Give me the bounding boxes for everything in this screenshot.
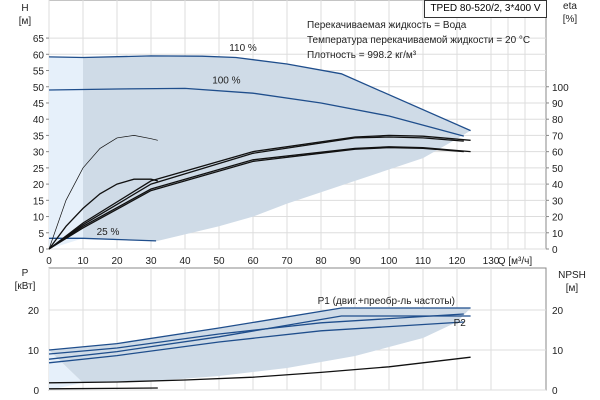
curve-P2-110-: [48, 315, 471, 360]
label-p1: P1 (двиг.+преобр-ль частоты): [318, 295, 455, 307]
x-tick-label: 30: [145, 256, 157, 267]
label-100: 100 %: [212, 76, 240, 87]
p-tick-label: 0: [33, 386, 39, 397]
x-tick-label: 80: [315, 256, 327, 267]
x-tick-label: 130: [483, 256, 500, 267]
curve-eta-100-a: [48, 136, 464, 250]
curve-110-: [48, 55, 471, 132]
p-tick-label: 10: [28, 346, 40, 357]
curve-P-25-: [48, 387, 158, 390]
h-tick-label: 50: [33, 83, 45, 94]
eta-tick-label: 20: [552, 213, 564, 224]
eta-tick-label: 100: [552, 83, 569, 94]
pump-title-box: TPED 80-520/2, 3*400 V: [424, 0, 547, 18]
h-tick-label: 40: [33, 115, 45, 126]
x-tick-label: 60: [247, 256, 259, 267]
x-tick-label: 0: [46, 256, 52, 267]
eta-axis-label: eta: [563, 1, 577, 12]
curve-P1-: [48, 307, 471, 351]
label-25: 25 %: [97, 227, 120, 238]
p-axis-label: P: [22, 268, 29, 279]
curve-NPSH: [48, 356, 471, 384]
x-tick-label: 50: [213, 256, 225, 267]
eta-tick-label: 80: [552, 115, 564, 126]
eta-tick-label: 60: [552, 148, 564, 159]
h-tick-label: 10: [33, 213, 45, 224]
curve-eta-110-a: [48, 134, 471, 250]
h-tick-label: 35: [33, 131, 45, 142]
curve-P2: [48, 321, 464, 364]
x-tick-label: 40: [179, 256, 191, 267]
curve-eta-25-a: [48, 135, 158, 250]
x-tick-label: 10: [77, 256, 89, 267]
h-tick-label: 60: [33, 50, 45, 61]
curve-P1-100-: [48, 313, 464, 355]
label-110: 110 %: [229, 43, 257, 54]
h-tick-label: 45: [33, 99, 45, 110]
info-liquid: Перекачиваемая жидкость = Вода: [307, 20, 467, 31]
eta-tick-label: 10: [552, 229, 564, 240]
info-temperature: Температура перекачиваемой жидкости = 20…: [307, 35, 531, 46]
npsh-tick-label: 10: [552, 346, 564, 357]
eta-tick-label: 40: [552, 180, 564, 191]
light-region: [49, 56, 83, 250]
h-tick-label: 55: [33, 67, 45, 78]
x-tick-label: 90: [349, 256, 361, 267]
h-tick-label: 30: [33, 148, 45, 159]
h-tick-label: 20: [33, 180, 45, 191]
p-axis-unit: [кВт]: [15, 281, 36, 292]
x-tick-label: 100: [381, 256, 398, 267]
eta-tick-label: 0: [552, 245, 558, 256]
p-tick-label: 20: [28, 306, 40, 317]
x-tick-label: 120: [449, 256, 466, 267]
h-axis-unit: [м]: [19, 16, 32, 27]
x-tick-label: 20: [111, 256, 123, 267]
npsh-axis-unit: [м]: [566, 283, 579, 294]
h-tick-label: 15: [33, 196, 45, 207]
curve-eta-100-b: [48, 146, 464, 250]
curve-eta-25-b: [48, 178, 158, 250]
h-tick-label: 65: [33, 34, 45, 45]
eta-tick-label: 30: [552, 196, 564, 207]
h-axis-label: H: [21, 3, 28, 14]
x-axis-label: Q [м³/ч]: [498, 256, 533, 267]
info-density: Плотность = 998.2 кг/м³: [307, 50, 417, 61]
curve-25-: [49, 237, 157, 242]
npsh-tick-label: 20: [552, 306, 564, 317]
eta-axis-unit: [%]: [563, 14, 578, 25]
npsh-tick-label: 0: [552, 386, 558, 397]
h-tick-label: 5: [38, 229, 44, 240]
x-tick-label: 70: [281, 256, 293, 267]
curve-eta-110-b: [48, 146, 471, 250]
label-p2: P2: [454, 318, 467, 329]
eta-tick-label: 90: [552, 99, 564, 110]
light-region-p: [49, 350, 83, 390]
h-tick-label: 0: [38, 245, 44, 256]
eta-tick-label: 50: [552, 164, 564, 175]
h-tick-label: 25: [33, 164, 45, 175]
power-region: [49, 308, 471, 383]
curve-100-: [48, 87, 464, 137]
npsh-axis-label: NPSH: [558, 270, 586, 281]
x-tick-label: 110: [415, 256, 431, 267]
eta-tick-label: 70: [552, 131, 564, 142]
